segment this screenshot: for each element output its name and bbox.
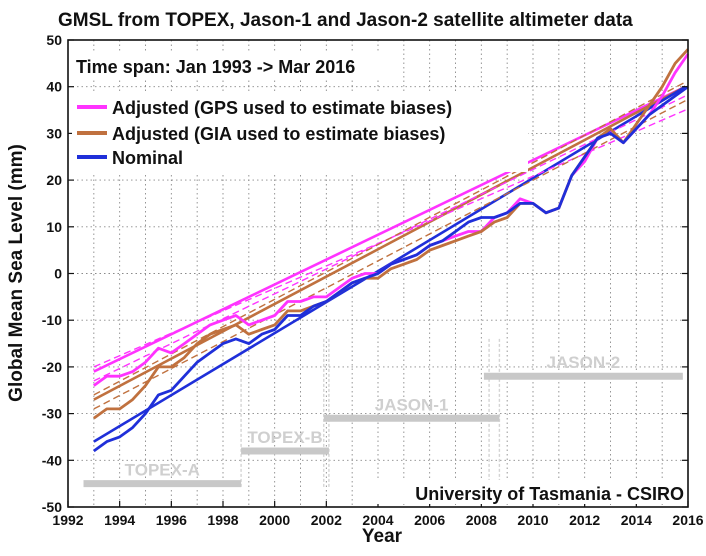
y-tick-label: 30 <box>46 125 62 141</box>
y-tick-label: 40 <box>46 79 62 95</box>
mission-label: TOPEX-A <box>125 461 200 480</box>
x-tick-label: 1996 <box>156 512 187 528</box>
legend-label-gia: Adjusted (GIA used to estimate biases) <box>112 124 445 144</box>
x-tick-label: 2014 <box>621 512 652 528</box>
legend-label-gps: Adjusted (GPS used to estimate biases) <box>112 98 452 118</box>
time-span-annotation: Time span: Jan 1993 -> Mar 2016 <box>76 57 355 77</box>
x-tick-label: 2010 <box>517 512 548 528</box>
trend-line <box>93 85 686 373</box>
mission-label: JASON-2 <box>547 353 621 372</box>
mission-label: TOPEX-B <box>247 428 322 447</box>
y-tick-label: -20 <box>42 359 62 375</box>
y-tick-label: 20 <box>46 172 62 188</box>
y-axis-ticks: -50 -40 -30 -20 -10 0 10 20 30 40 50 <box>42 32 688 515</box>
x-tick-label: 1992 <box>52 512 83 528</box>
legend: Time span: Jan 1993 -> Mar 2016 Adjusted… <box>72 52 528 172</box>
y-tick-label: 0 <box>54 266 62 282</box>
y-axis-label: Global Mean Sea Level (mm) <box>6 144 27 402</box>
x-axis-ticks: 1992 1994 1996 1998 2000 2002 2004 2006 2008 2010… <box>52 501 704 528</box>
credit-box <box>358 480 684 504</box>
x-axis-label: Year <box>362 526 403 547</box>
x-tick-label: 2004 <box>362 512 393 528</box>
chart-title: GMSL from TOPEX, Jason-1 and Jason-2 sat… <box>58 10 633 31</box>
x-tick-label: 2006 <box>414 512 445 528</box>
y-tick-label: 50 <box>46 32 62 48</box>
credit-annotation: University of Tasmania - CSIRO <box>415 484 684 504</box>
y-tick-label: -40 <box>42 452 62 468</box>
legend-label-nominal: Nominal <box>112 148 183 168</box>
x-tick-label: 1998 <box>207 512 238 528</box>
mission-label: JASON-1 <box>375 395 449 414</box>
series-lines <box>92 48 690 453</box>
y-tick-label: 10 <box>46 219 62 235</box>
x-tick-label: 1994 <box>104 512 135 528</box>
y-tick-label: -50 <box>42 499 62 515</box>
x-tick-label: 2000 <box>259 512 290 528</box>
legend-box <box>72 94 528 172</box>
time-span-box <box>72 52 402 80</box>
y-tick-label: -30 <box>42 406 62 422</box>
mission-bars: TOPEX-A TOPEX-B JASON-1 JASON-2 <box>83 338 683 489</box>
x-tick-label: 2002 <box>311 512 342 528</box>
y-tick-label: -10 <box>42 312 62 328</box>
series-line-2 <box>92 85 689 453</box>
trend-line-dashed <box>93 81 686 396</box>
x-tick-label: 2016 <box>672 512 703 528</box>
x-tick-label: 2008 <box>466 512 497 528</box>
x-tick-label: 2012 <box>569 512 600 528</box>
